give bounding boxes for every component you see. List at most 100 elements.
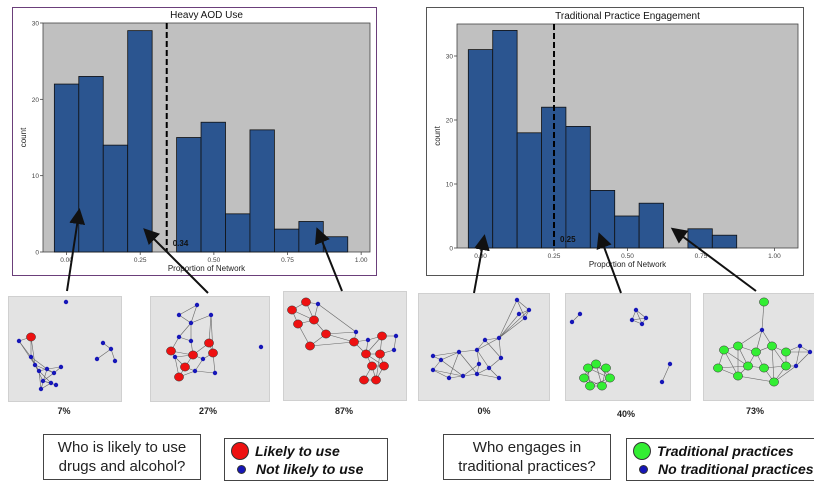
net-3-edge-5 <box>484 337 500 341</box>
net-3-node-13 <box>498 355 504 361</box>
net-4-node-0 <box>569 319 575 325</box>
net-0-node-13 <box>108 346 114 352</box>
net-3-edge-29 <box>476 337 500 351</box>
net-4-node-4 <box>629 317 635 323</box>
net-1-node-9 <box>188 350 198 360</box>
question-left: Who is likely to use drugs and alcohol? <box>43 434 201 480</box>
net-3-edge-13 <box>476 367 490 375</box>
net-2-node-13 <box>391 347 397 353</box>
network-percent-6: 73% <box>745 406 764 416</box>
net-1-edge-26 <box>210 314 214 354</box>
legend-left: Likely to use Not likely to use <box>224 438 388 481</box>
chart-1-title: Heavy AOD Use <box>170 10 243 21</box>
net-4-node-3 <box>643 315 649 321</box>
red-circle-icon <box>231 442 249 460</box>
net-5-edge-24 <box>771 345 775 383</box>
arrow-5 <box>596 232 622 294</box>
net-2-node-18 <box>393 333 399 339</box>
net-0-edge-14 <box>34 364 55 374</box>
network-example-2 <box>150 296 270 402</box>
chart-1-bar-5 <box>176 137 202 253</box>
net-0-edge-13 <box>30 356 48 370</box>
net-1-node-14 <box>208 348 218 358</box>
chart-1-reference-label: 0.34 <box>173 239 189 248</box>
net-5-node-10 <box>713 363 723 373</box>
legend-right-high: Traditional practices <box>633 442 794 460</box>
chart-2-ytick-label-3: 30 <box>446 54 454 61</box>
chart-1-xtick-label-3: 0.75 <box>281 257 294 264</box>
net-0-edge-15 <box>38 370 42 390</box>
net-2-edge-27 <box>325 333 355 343</box>
net-1-node-15 <box>258 344 264 350</box>
net-1-edge-2 <box>178 314 192 324</box>
arrow-2 <box>143 228 209 294</box>
net-4-edge-4 <box>635 309 643 325</box>
net-5-edge-26 <box>723 349 739 377</box>
net-3-edge-7 <box>458 349 478 353</box>
chart-2-bar-10 <box>711 234 738 249</box>
net-2-node-8 <box>349 337 359 347</box>
net-5-edge-17 <box>795 345 801 367</box>
chart-1-bar-8 <box>249 129 275 253</box>
net-0-node-4 <box>32 362 38 368</box>
net-0-node-7 <box>51 370 57 376</box>
chart-2-xtick-label-2: 0.50 <box>621 253 634 260</box>
chart-2-ylabel: count <box>433 125 442 145</box>
net-4-node-7 <box>591 359 601 369</box>
net-2-edge-28 <box>317 303 357 333</box>
chart-1-xtick-label-0: 0.00 <box>60 257 73 264</box>
network-example-1 <box>8 296 122 402</box>
net-0-node-15 <box>112 358 118 364</box>
net-0-edge-12 <box>40 368 48 390</box>
net-1-node-3 <box>176 334 182 340</box>
network-example-6 <box>703 293 814 401</box>
net-3-node-16 <box>430 353 436 359</box>
net-5-node-9 <box>781 361 791 371</box>
net-4-node-6 <box>583 363 593 373</box>
net-3-node-3 <box>496 335 502 341</box>
net-4-node-12 <box>579 373 589 383</box>
network-percent-3: 87% <box>334 406 353 416</box>
net-5-node-5 <box>767 341 777 351</box>
chart-2-bar-1 <box>492 29 518 249</box>
net-2-node-6 <box>305 341 315 351</box>
net-5-edge-30 <box>737 329 763 347</box>
question-right-text: Who engages in traditional practices? <box>458 439 596 475</box>
net-1-edge-3 <box>178 322 192 338</box>
net-2-node-16 <box>371 375 381 385</box>
net-0-edge-23 <box>30 336 36 366</box>
network-percent-5: 40% <box>616 409 635 419</box>
net-2-edge-24 <box>393 335 397 351</box>
chart-2-bar-4 <box>565 126 591 249</box>
net-1-node-13 <box>174 372 184 382</box>
question-left-text: Who is likely to use drugs and alcohol? <box>57 439 187 475</box>
net-1-node-1 <box>176 312 182 318</box>
arrow-1 <box>66 208 86 292</box>
net-1-edge-11 <box>194 358 204 372</box>
net-0-node-14 <box>94 356 100 362</box>
net-5-node-14 <box>793 363 799 369</box>
network-example-4 <box>418 293 550 401</box>
chart-1-xtick-label-1: 0.25 <box>134 257 147 264</box>
net-5-node-6 <box>781 347 791 357</box>
net-3-edge-12 <box>462 373 478 377</box>
net-4-node-9 <box>605 373 615 383</box>
net-3-edge-30 <box>498 299 518 339</box>
net-4-node-11 <box>585 381 595 391</box>
net-5-edge-6 <box>723 349 749 367</box>
net-5-node-2 <box>719 345 729 355</box>
chart-2-bar-7 <box>638 202 664 249</box>
net-1-edge-4 <box>190 314 212 324</box>
chart-1-ytick-label-0: 0 <box>35 250 39 257</box>
net-2-node-7 <box>353 329 359 335</box>
net-5-node-8 <box>759 363 769 373</box>
net-3-edge-16 <box>476 349 480 365</box>
question-right: Who engages in traditional practices? <box>443 434 611 480</box>
net-2-node-12 <box>375 349 385 359</box>
net-2-node-10 <box>377 331 387 341</box>
net-4-node-8 <box>601 363 611 373</box>
chart-2-xtick-label-4: 1.00 <box>768 253 781 260</box>
net-2-node-5 <box>321 329 331 339</box>
arrow-6 <box>670 227 757 292</box>
